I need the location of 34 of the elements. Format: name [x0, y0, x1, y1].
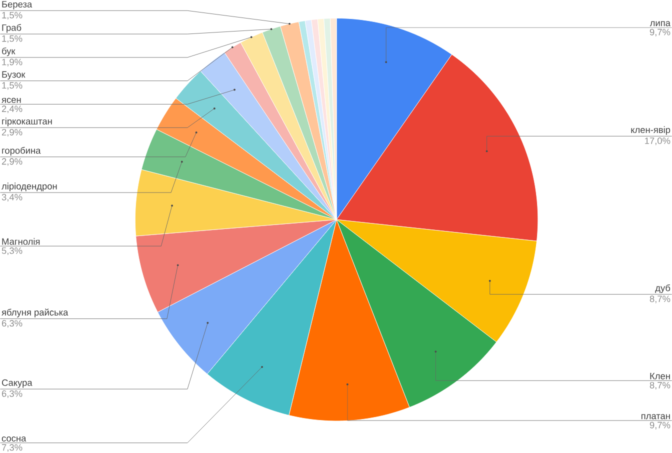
- data-label: 1,5%: [2, 35, 22, 43]
- slice-label: сосна: [2, 436, 26, 442]
- slice-label: яблуня райська: [2, 308, 68, 318]
- slice-label: платан: [642, 414, 670, 420]
- data-label: 3,4%: [2, 194, 22, 202]
- data-label: 1,9%: [2, 58, 22, 66]
- data-label: 2,4%: [2, 106, 22, 114]
- data-label: 1,5%: [2, 82, 22, 90]
- slice-label: бук: [2, 48, 16, 56]
- data-label: 8,7%: [650, 296, 670, 304]
- data-label: 2,9%: [2, 158, 22, 166]
- slice-label: Сакура: [2, 379, 32, 388]
- slice-label: гіркокаштан: [2, 118, 52, 126]
- slice-label: Клен: [650, 372, 670, 380]
- slice-label: ліріодендрон: [2, 182, 57, 192]
- data-label: 7,3%: [2, 444, 22, 452]
- slice-label: Бузок: [2, 71, 26, 80]
- data-label: 9,7%: [650, 28, 670, 36]
- slice-label: Магнолія: [2, 238, 40, 245]
- slice-label: липа: [650, 21, 670, 26]
- data-label: 5,3%: [2, 247, 22, 256]
- data-label: 8,7%: [650, 382, 670, 390]
- data-label: 6,3%: [2, 320, 22, 328]
- data-label: 17,0%: [645, 138, 670, 146]
- slice-label: Береза: [2, 1, 32, 10]
- slice-label: дуб: [655, 284, 670, 294]
- data-label: 1,5%: [2, 12, 22, 20]
- slice-label: ясен: [2, 98, 21, 103]
- slice-label: клен-явір: [631, 126, 670, 135]
- slice-label: Граб: [2, 24, 22, 33]
- data-label: 9,7%: [650, 422, 670, 430]
- data-label: 2,9%: [2, 129, 22, 137]
- slice-label: горобина: [2, 146, 41, 156]
- data-label: 6,3%: [2, 390, 22, 398]
